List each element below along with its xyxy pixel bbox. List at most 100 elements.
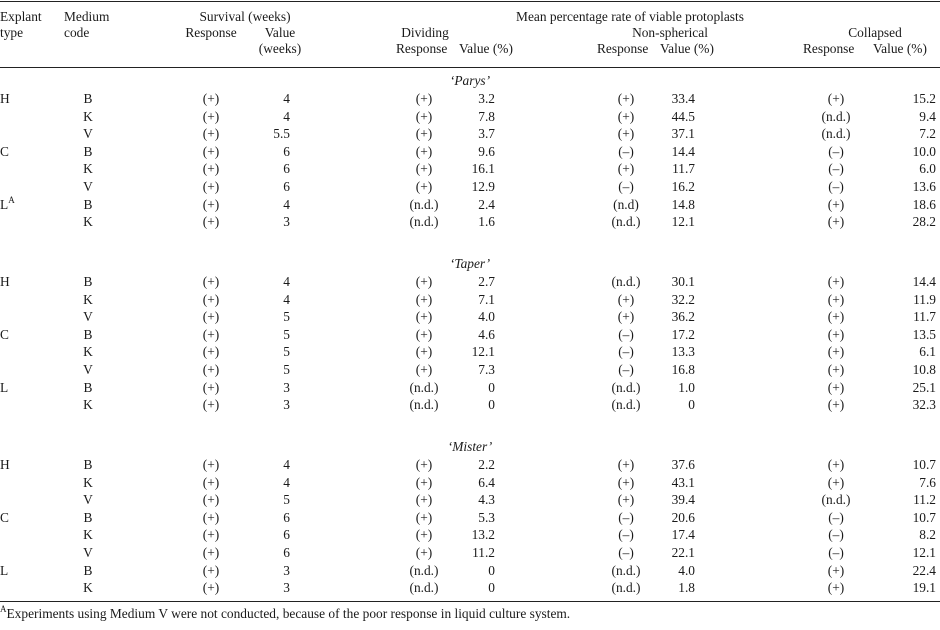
cell-nonspherical-response: (+) <box>617 161 635 177</box>
cell-explant: C <box>0 510 40 526</box>
cell-medium: K <box>83 397 93 413</box>
cell-collapsed-value: 19.1 <box>912 580 936 596</box>
cell-medium: B <box>83 509 93 525</box>
cell-survival-value: 3 <box>283 397 290 413</box>
cell-survival-response: (+) <box>202 379 220 395</box>
explant-label: H <box>0 457 10 472</box>
cell-nonspherical-value: 16.8 <box>671 362 695 377</box>
cell-dividing-value: 3.2 <box>478 91 495 106</box>
cell-nonspherical-value: 0 <box>688 397 695 413</box>
cell-collapsed-response: (–) <box>828 143 844 159</box>
cell-collapsed-value: 32.3 <box>912 397 936 413</box>
cell-dividing-response: (n.d.) <box>409 379 439 395</box>
header-survival-value-2: (weeks) <box>258 41 302 56</box>
cell-dividing-value: 7.8 <box>478 108 495 124</box>
cell-dividing-response: (n.d.) <box>409 214 439 230</box>
cell-medium: K <box>83 291 93 307</box>
cell-dividing-response: (n.d.) <box>409 580 439 596</box>
cultivar-heading: ‘Taper’ <box>449 256 491 271</box>
cell-dividing-response: (+) <box>415 545 433 560</box>
cell-dividing-response: (+) <box>415 108 433 124</box>
top-rule <box>0 1 940 2</box>
cell-explant: C <box>0 327 40 343</box>
cell-dividing-response: (+) <box>415 309 433 325</box>
cell-survival-response: (+) <box>202 527 220 543</box>
cell-collapsed-response: (+) <box>827 91 845 106</box>
cell-collapsed-response: (–) <box>828 179 844 194</box>
cell-collapsed-value: 13.6 <box>912 179 936 194</box>
cell-medium: K <box>83 214 93 230</box>
cell-collapsed-response: (+) <box>827 274 845 289</box>
cell-explant: L <box>0 380 40 396</box>
cell-survival-response: (+) <box>202 344 220 360</box>
cell-collapsed-response: (+) <box>827 580 845 596</box>
cell-collapsed-response: (+) <box>827 379 845 395</box>
cell-survival-value: 4 <box>283 291 290 307</box>
cell-nonspherical-value: 44.5 <box>671 108 695 124</box>
cell-collapsed-value: 14.4 <box>912 274 936 289</box>
cell-collapsed-response: (+) <box>827 474 845 490</box>
cell-explant: H <box>0 457 40 473</box>
cell-survival-response: (+) <box>202 326 220 342</box>
header-survival-value-1: Value <box>264 25 296 40</box>
cell-dividing-response: (+) <box>415 179 433 194</box>
cell-survival-value: 3 <box>283 580 290 596</box>
cell-nonspherical-response: (n.d) <box>613 196 639 212</box>
cell-collapsed-value: 7.6 <box>919 474 936 490</box>
cell-nonspherical-response: (n.d.) <box>611 562 641 578</box>
cell-collapsed-response: (+) <box>827 214 845 230</box>
bottom-rule <box>0 601 940 602</box>
cell-nonspherical-value: 20.6 <box>671 509 695 525</box>
cell-dividing-value: 5.3 <box>478 509 495 525</box>
header-dividing: Dividing <box>401 25 449 40</box>
header-mean-rate: Mean percentage rate of viable protoplas… <box>516 9 744 24</box>
cell-collapsed-response: (+) <box>827 326 845 342</box>
cell-nonspherical-value: 16.2 <box>671 179 695 194</box>
cell-nonspherical-response: (+) <box>617 492 635 508</box>
cell-survival-response: (+) <box>202 562 220 578</box>
cell-nonspherical-response: (+) <box>617 91 635 106</box>
cell-collapsed-response: (–) <box>828 161 844 177</box>
explant-label: C <box>0 326 9 342</box>
cell-collapsed-response: (+) <box>827 344 845 360</box>
cell-survival-response: (+) <box>202 108 220 124</box>
cell-survival-response: (+) <box>202 161 220 177</box>
cell-nonspherical-response: (+) <box>617 309 635 325</box>
cell-dividing-value: 2.7 <box>478 274 495 289</box>
cell-survival-response: (+) <box>202 91 220 106</box>
cell-collapsed-value: 11.9 <box>913 291 936 307</box>
cell-medium: B <box>83 326 93 342</box>
footnote-marker: A <box>0 604 7 614</box>
cell-survival-value: 3 <box>283 379 290 395</box>
cell-nonspherical-response: (–) <box>618 509 634 525</box>
cell-survival-value: 5.5 <box>273 126 290 142</box>
cell-collapsed-value: 13.5 <box>912 326 936 342</box>
cell-survival-value: 3 <box>283 562 290 578</box>
cell-nonspherical-response: (n.d.) <box>611 274 641 289</box>
cell-explant: C <box>0 144 40 160</box>
cell-survival-response: (+) <box>202 474 220 490</box>
cell-nonspherical-response: (–) <box>618 344 634 360</box>
cell-medium: V <box>83 545 93 560</box>
cell-nonspherical-value: 30.1 <box>671 274 695 289</box>
cell-nonspherical-response: (+) <box>617 457 635 472</box>
cell-survival-value: 3 <box>283 214 290 230</box>
header-medium-code-1: Medium <box>64 9 110 24</box>
cell-medium: V <box>83 309 93 325</box>
footnote-text: Experiments using Medium V were not cond… <box>6 606 571 621</box>
cell-collapsed-value: 12.1 <box>912 545 936 560</box>
cell-dividing-value: 12.9 <box>471 179 495 194</box>
explant-label: H <box>0 91 10 106</box>
cell-survival-value: 4 <box>283 91 290 106</box>
cell-collapsed-value: 18.6 <box>912 196 936 212</box>
cell-dividing-response: (+) <box>415 362 433 377</box>
cell-dividing-response: (+) <box>415 274 433 289</box>
cell-collapsed-value: 7.2 <box>919 126 936 142</box>
cell-explant: H <box>0 274 40 290</box>
cell-collapsed-value: 11.7 <box>913 309 936 325</box>
cell-survival-value: 6 <box>283 179 290 194</box>
cell-nonspherical-response: (–) <box>618 326 634 342</box>
cell-survival-value: 5 <box>283 326 290 342</box>
cell-nonspherical-value: 22.1 <box>671 545 695 560</box>
cell-dividing-response: (+) <box>415 91 433 106</box>
